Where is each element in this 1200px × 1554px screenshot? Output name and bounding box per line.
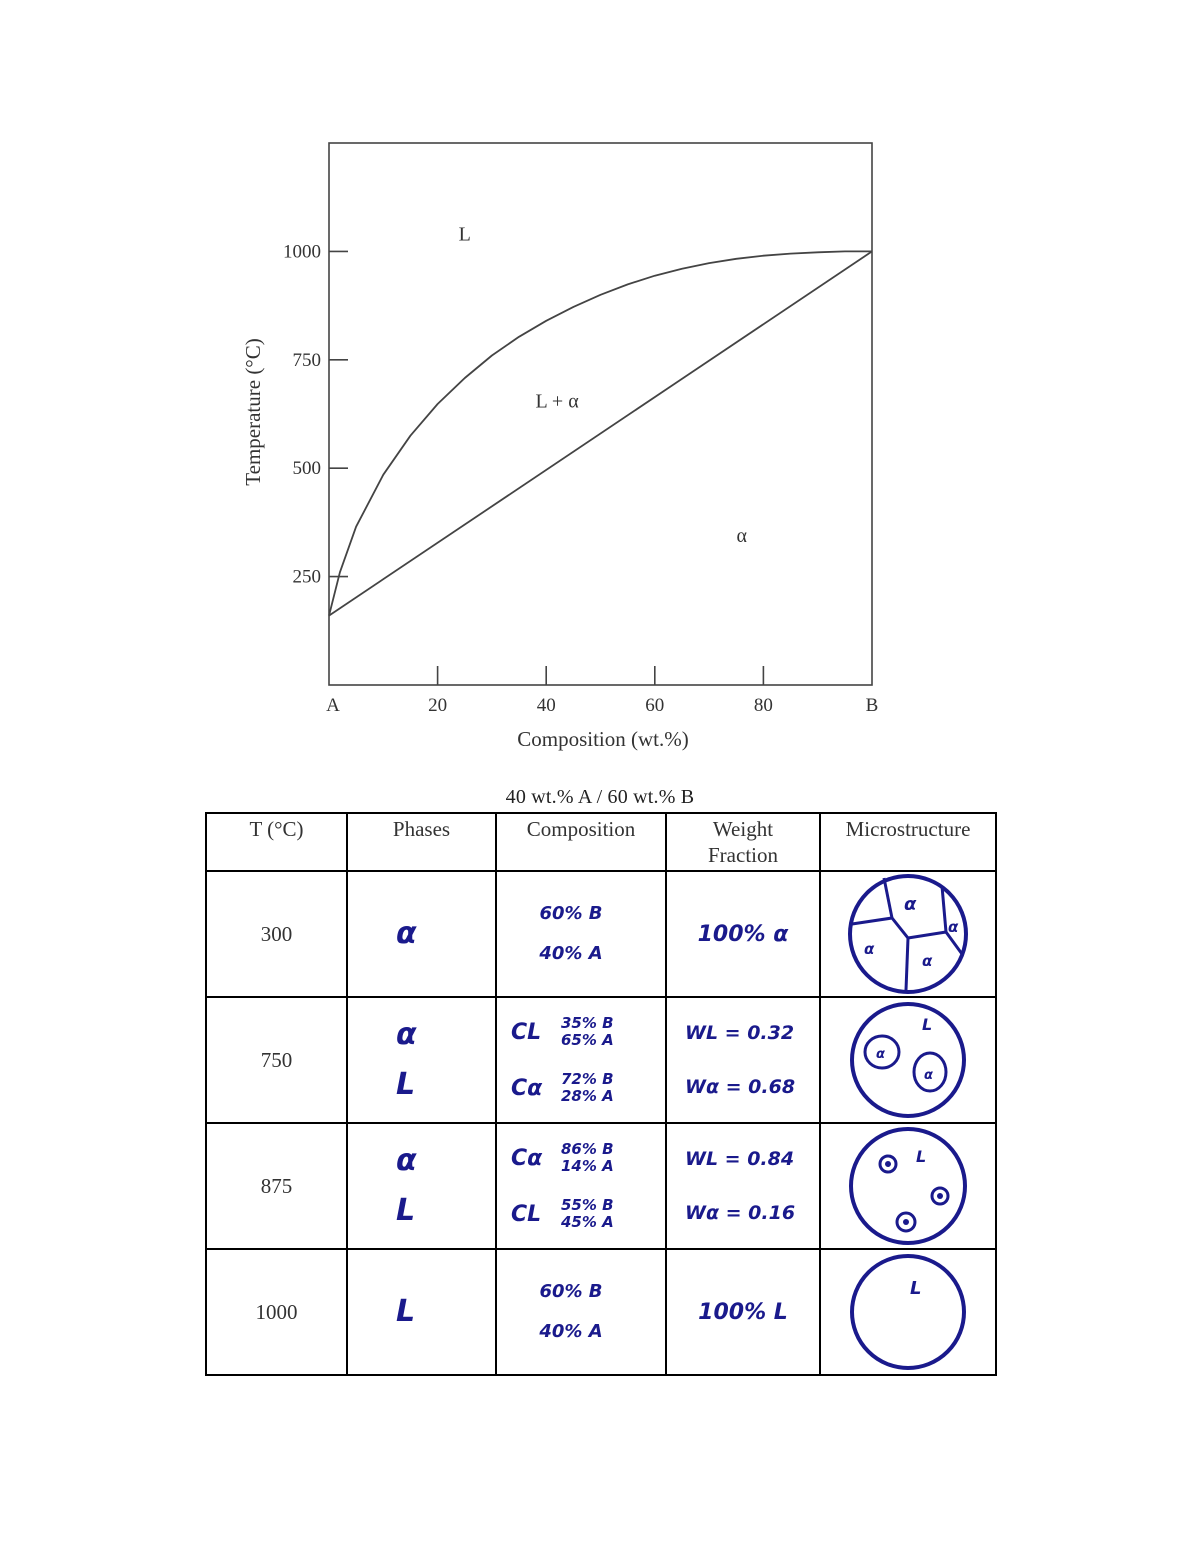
- solidus-line: [328, 250, 873, 617]
- svg-text:L: L: [916, 1147, 926, 1166]
- region-label: L + α: [535, 390, 579, 412]
- y-axis-title: Temperature (°C): [241, 338, 265, 485]
- phase-entry: L: [396, 1067, 416, 1102]
- liquidus-line: [328, 250, 872, 616]
- y-tick-label: 750: [293, 350, 322, 371]
- phase-entry: α: [396, 1143, 417, 1178]
- region-label: L: [459, 224, 471, 246]
- composition-values: 55% B 45% A: [561, 1196, 614, 1231]
- composition-symbol: Cα: [511, 1075, 543, 1101]
- microstructure-liquid: L: [850, 1254, 966, 1370]
- table-caption: 40 wt.% A / 60 wt.% B: [505, 786, 695, 808]
- weight-fraction-entry: Wα = 0.68: [685, 1076, 796, 1098]
- svg-text:α: α: [948, 918, 959, 936]
- phase-boundaries: [328, 250, 873, 617]
- phase-entry: α: [396, 1017, 417, 1052]
- composition-symbol: CL: [511, 1201, 542, 1227]
- weight-fraction-cell: 100% L: [665, 1248, 821, 1376]
- svg-text:α: α: [924, 1068, 933, 1083]
- weight-fraction-cell: WL = 0.32 Wα = 0.68: [665, 996, 821, 1124]
- composition-values: 72% B 28% A: [561, 1070, 614, 1105]
- composition-a: 40% A: [539, 943, 603, 964]
- temp-cell: 1000: [205, 1248, 348, 1376]
- region-label: α: [736, 525, 747, 547]
- table-row: 875 α L Cα 86% B 14% A CL 55% B 45%: [205, 1122, 997, 1250]
- x-tick-label: A: [326, 695, 340, 716]
- y-tick-label: 1000: [283, 241, 321, 262]
- weight-fraction-value: 100% α: [697, 921, 789, 947]
- x-axis-ticks: A 20 40 60 80 B: [326, 666, 878, 716]
- composition-b: 60% B: [539, 903, 603, 924]
- microstructure-cell: L: [819, 1122, 997, 1250]
- microstructure-liquid-alpha: L α α: [850, 1002, 966, 1118]
- svg-text:α: α: [876, 1047, 885, 1062]
- phase-region-labels: L L + α α: [459, 224, 748, 547]
- composition-symbol: Cα: [511, 1145, 543, 1171]
- header-temperature: T (°C): [205, 812, 348, 872]
- table-header-row: T (°C) Phases Composition Weight Fractio…: [205, 812, 997, 872]
- composition-symbol: CL: [511, 1019, 542, 1045]
- phases-cell: α L: [346, 996, 497, 1124]
- composition-entry: Cα 72% B 28% A: [497, 1060, 665, 1116]
- header-microstructure: Microstructure: [819, 812, 997, 872]
- weight-fraction-entry: WL = 0.32: [685, 1022, 795, 1044]
- x-axis-title: Composition (wt.%): [517, 727, 689, 751]
- y-axis-ticks: 250 500 750 1000: [283, 241, 348, 588]
- microstructure-cell: α α α α: [819, 870, 997, 998]
- microstructure-alpha-grains: α α α α: [848, 874, 968, 994]
- composition-entry: CL 35% B 65% A: [497, 1004, 665, 1060]
- composition-cell: 60% B 40% A: [495, 1248, 667, 1376]
- weight-fraction-entry: Wα = 0.16: [685, 1202, 796, 1224]
- phase-diagram: 250 500 750 1000 A 20 40 60 80 B L L + α α Composi…: [241, 142, 878, 751]
- temp-cell: 750: [205, 996, 348, 1124]
- weight-fraction-entry: WL = 0.84: [685, 1148, 795, 1170]
- table-row: 1000 L 60% B 40% A 100% L L: [205, 1248, 997, 1376]
- temp-cell: 875: [205, 1122, 348, 1250]
- x-tick-label: 40: [537, 695, 556, 716]
- composition-b: 60% B: [539, 1281, 603, 1302]
- microstructure-cell: L α α: [819, 996, 997, 1124]
- x-tick-label: 60: [645, 695, 664, 716]
- phases-cell: α L: [346, 1122, 497, 1250]
- composition-cell: Cα 86% B 14% A CL 55% B 45% A: [495, 1122, 667, 1250]
- table-row: 300 α 60% B 40% A 100% α α α: [205, 870, 997, 998]
- x-tick-label: 20: [428, 695, 447, 716]
- microstructure-cell: L: [819, 1248, 997, 1376]
- header-composition: Composition: [495, 812, 667, 872]
- phase-entry: L: [396, 1193, 416, 1228]
- x-tick-label: 80: [754, 695, 773, 716]
- composition-entry: Cα 86% B 14% A: [497, 1130, 665, 1186]
- weight-fraction-cell: 100% α: [665, 870, 821, 998]
- svg-text:α: α: [864, 940, 875, 958]
- weight-fraction-cell: WL = 0.84 Wα = 0.16: [665, 1122, 821, 1250]
- composition-cell: 60% B 40% A: [495, 870, 667, 998]
- phase-entry: α: [396, 916, 417, 951]
- svg-text:L: L: [922, 1015, 932, 1034]
- phases-cell: L: [346, 1248, 497, 1376]
- composition-cell: CL 35% B 65% A Cα 72% B 28% A: [495, 996, 667, 1124]
- microstructure-liquid-small-alpha: L: [849, 1127, 967, 1245]
- composition-values: 35% B 65% A: [561, 1014, 614, 1049]
- composition-values: 86% B 14% A: [561, 1140, 614, 1175]
- header-weight-fraction-text: Weight Fraction: [708, 817, 778, 867]
- temp-cell: 300: [205, 870, 348, 998]
- composition-entry: CL 55% B 45% A: [497, 1186, 665, 1242]
- header-phases: Phases: [346, 812, 497, 872]
- phase-entry: L: [396, 1294, 416, 1329]
- phase-table: T (°C) Phases Composition Weight Fractio…: [205, 812, 997, 1376]
- svg-text:L: L: [910, 1278, 921, 1299]
- svg-text:α: α: [904, 894, 917, 915]
- y-tick-label: 500: [293, 458, 322, 479]
- header-weight-fraction: Weight Fraction: [665, 812, 821, 872]
- svg-text:α: α: [922, 952, 933, 970]
- plot-frame: [328, 142, 873, 686]
- composition-a: 40% A: [539, 1321, 603, 1342]
- x-tick-label: B: [866, 695, 879, 716]
- weight-fraction-value: 100% L: [698, 1299, 788, 1325]
- table-row: 750 α L CL 35% B 65% A Cα 72% B 28%: [205, 996, 997, 1124]
- y-tick-label: 250: [293, 567, 322, 588]
- phases-cell: α: [346, 870, 497, 998]
